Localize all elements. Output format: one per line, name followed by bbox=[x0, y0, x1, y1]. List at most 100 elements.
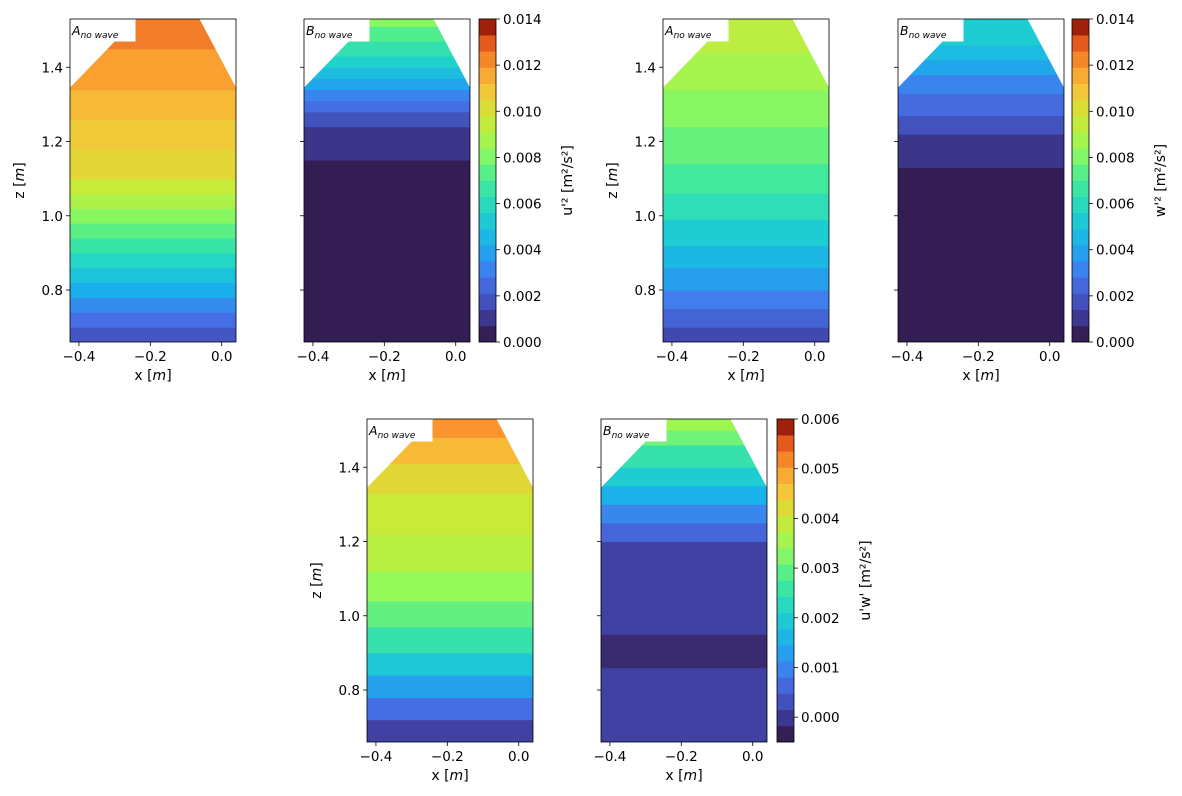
colorbar-2: 0.000 0.002 0.004 0.006 0.008 0.010 0.012 0.014… bbox=[1071, 12, 1169, 351]
colorbar-level bbox=[777, 499, 794, 517]
contour-band bbox=[304, 159, 470, 342]
y-tick-label: 1.4 bbox=[339, 460, 360, 476]
colorbar-level bbox=[1072, 325, 1089, 343]
x-axis-label: x [m] bbox=[431, 768, 468, 784]
x-tick-label: 0.0 bbox=[211, 349, 232, 365]
x-tick-label: 0.0 bbox=[1039, 349, 1060, 365]
contour-band bbox=[70, 207, 236, 224]
panel-tag-box bbox=[601, 419, 667, 442]
colorbar-level bbox=[479, 244, 496, 262]
x-axis-label: x [m] bbox=[727, 368, 764, 384]
contour-fill bbox=[70, 19, 236, 342]
colorbar-level bbox=[1072, 131, 1089, 149]
axes-frame bbox=[69, 18, 237, 343]
colorbar-level bbox=[777, 418, 794, 436]
x-tick-label: −0.2 bbox=[962, 349, 995, 365]
colorbar-level bbox=[1072, 164, 1089, 181]
colorbar-level bbox=[1072, 18, 1089, 36]
contour-band bbox=[367, 599, 533, 628]
colorbar-level bbox=[479, 212, 496, 230]
colorbar-level bbox=[1072, 212, 1089, 230]
panel-tag-sub: no wave bbox=[612, 431, 650, 441]
contour-band bbox=[663, 266, 829, 291]
colorbar-level bbox=[479, 309, 496, 327]
contour-band bbox=[898, 73, 1064, 94]
contour-band bbox=[70, 296, 236, 313]
contour-band bbox=[304, 99, 470, 113]
contour-band bbox=[367, 570, 533, 602]
colorbar-level bbox=[1072, 277, 1089, 294]
colorbar-level bbox=[777, 483, 794, 501]
panel-b-2: Bno wave−0.4 −0.2 0.0x [m] bbox=[891, 18, 1065, 384]
colorbar-level bbox=[479, 293, 496, 310]
contour-band bbox=[898, 58, 1064, 76]
colorbar-level bbox=[1072, 51, 1089, 68]
colorbar-tick-label: 0.000 bbox=[503, 335, 542, 351]
x-tick-label: 0.0 bbox=[804, 349, 825, 365]
colorbar-tick-label: 0.010 bbox=[1096, 104, 1135, 120]
colorbar-level bbox=[1072, 147, 1089, 165]
colorbar-frame bbox=[1071, 18, 1090, 343]
contour-band bbox=[663, 51, 829, 91]
colorbar-level bbox=[479, 51, 496, 68]
contour-band bbox=[304, 125, 470, 161]
colorbar-level bbox=[777, 580, 794, 597]
colorbar-tick-label: 0.000 bbox=[801, 710, 840, 726]
x-tick-label: −0.2 bbox=[134, 349, 167, 365]
colorbar-tick-label: 0.004 bbox=[801, 511, 840, 527]
y-tick-label: 1.2 bbox=[339, 535, 360, 551]
y-tick-label: 1.0 bbox=[339, 609, 360, 625]
contour-band bbox=[367, 718, 533, 742]
contour-band bbox=[601, 633, 767, 669]
x-tick-label: −0.4 bbox=[360, 749, 393, 765]
colorbar-tick-label: 0.005 bbox=[801, 462, 840, 478]
panel-tag-sub: no wave bbox=[81, 31, 119, 41]
colorbar-level bbox=[1072, 309, 1089, 327]
colorbar-level bbox=[479, 164, 496, 181]
contour-band bbox=[898, 133, 1064, 169]
colorbar-tick-label: 0.006 bbox=[1096, 197, 1135, 213]
colorbar-label: u'² [m²/s²] bbox=[560, 145, 576, 216]
contour-band bbox=[70, 311, 236, 328]
panel-tag-box bbox=[663, 19, 729, 42]
contour-band bbox=[601, 540, 767, 635]
colorbar-level bbox=[1072, 293, 1089, 310]
colorbar-level bbox=[777, 644, 794, 662]
contour-band bbox=[601, 466, 767, 487]
panel-tag-box bbox=[70, 19, 136, 42]
colorbar-tick-label: 0.012 bbox=[503, 58, 542, 74]
colorbar-tick-label: 0.012 bbox=[1096, 58, 1135, 74]
contour-band bbox=[70, 192, 236, 209]
panel-a-3: Ano wave−0.4 −0.2 0.0x [m]0.81.01.21.4z [m… bbox=[309, 418, 534, 784]
contour-band bbox=[898, 114, 1064, 135]
colorbar-level bbox=[1072, 196, 1089, 214]
panel-tag-sub: no wave bbox=[315, 31, 353, 41]
panel-a-2: Ano wave−0.4 −0.2 0.0x [m]0.81.01.21.4z [m… bbox=[605, 18, 830, 384]
colorbar-tick-label: 0.004 bbox=[1096, 243, 1135, 259]
colorbar-tick-label: 0.002 bbox=[1096, 289, 1135, 305]
colorbar-tick-label: 0.000 bbox=[1096, 335, 1135, 351]
x-tick-label: −0.4 bbox=[594, 749, 627, 765]
contour-band bbox=[304, 19, 470, 27]
colorbar-level bbox=[479, 228, 496, 246]
y-tick-label: 1.2 bbox=[635, 135, 656, 151]
colorbar-level bbox=[777, 693, 794, 710]
x-tick-label: −0.2 bbox=[368, 349, 401, 365]
contour-band bbox=[367, 651, 533, 676]
contour-band bbox=[304, 66, 470, 79]
contour-band bbox=[898, 43, 1064, 61]
colorbar-level bbox=[777, 467, 794, 484]
colorbar-tick-label: 0.006 bbox=[503, 197, 542, 213]
contour-band bbox=[70, 251, 236, 269]
x-axis-label: x [m] bbox=[134, 368, 171, 384]
colorbar-level bbox=[479, 67, 496, 84]
contour-band bbox=[663, 307, 829, 328]
contour-band bbox=[367, 492, 533, 535]
colorbar-level bbox=[777, 628, 794, 646]
colorbar-tick-label: 0.008 bbox=[1096, 150, 1135, 166]
axes-frame bbox=[897, 18, 1065, 343]
colorbar-level bbox=[1072, 180, 1089, 197]
colorbar-level bbox=[777, 677, 794, 694]
colorbar-3: 0.000 0.001 0.002 0.003 0.004 0.005 0.006 u'w' … bbox=[776, 412, 874, 743]
